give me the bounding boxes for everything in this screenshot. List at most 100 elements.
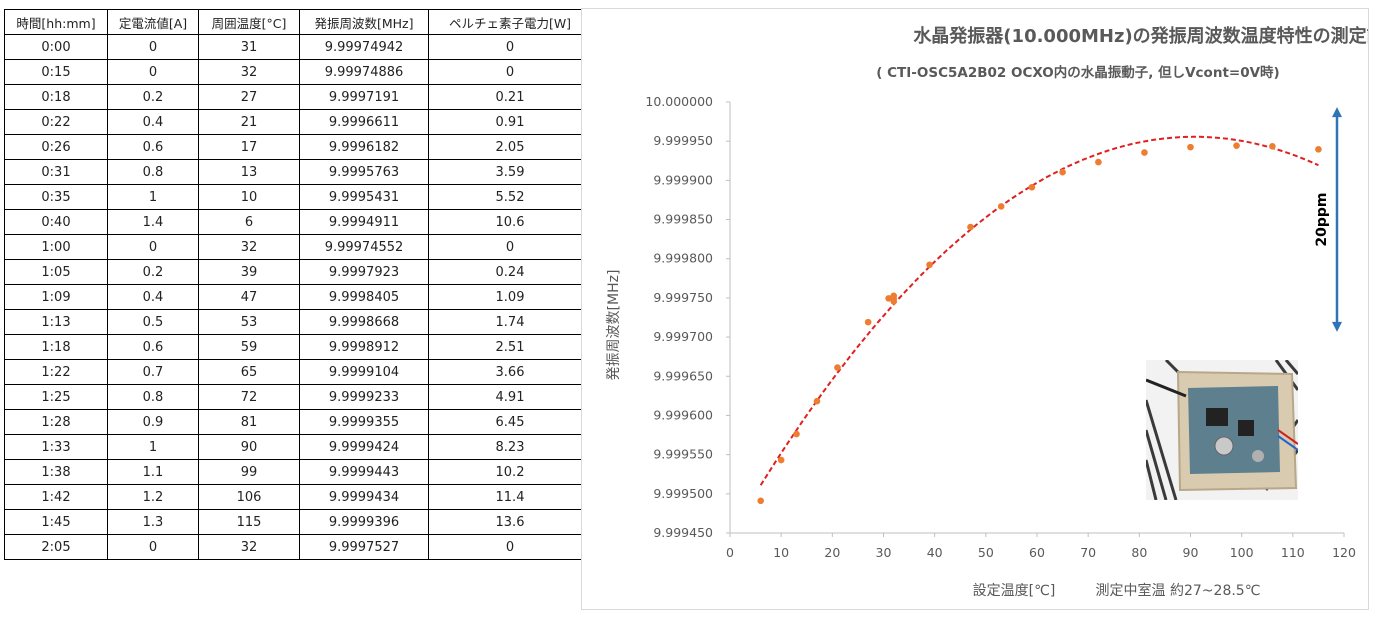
table-cell: 9.9998912 <box>299 334 429 360</box>
table-cell: 0:26 <box>4 134 108 160</box>
table-cell: 65 <box>198 359 300 385</box>
table-row: 1:22 0.7 65 9.9999104 3.66 <box>4 359 592 385</box>
y-tick-label: 9.999500 <box>653 486 713 501</box>
y-tick-label: 9.999450 <box>653 525 713 540</box>
column-header: 時間[hh:mm] <box>4 9 108 35</box>
table-cell: 4.91 <box>428 384 592 410</box>
table-row: 1:45 1.3 115 9.9999396 13.6 <box>4 509 592 535</box>
data-point <box>1233 142 1240 149</box>
table-cell: 9.9999443 <box>299 459 429 485</box>
table-cell: 1:00 <box>4 234 108 260</box>
table-cell: 1:28 <box>4 409 108 435</box>
table-cell: 0:22 <box>4 109 108 135</box>
table-cell: 2:05 <box>4 534 108 560</box>
table-cell: 9.9998405 <box>299 284 429 310</box>
table-cell: 1:42 <box>4 484 108 510</box>
table-cell: 81 <box>198 409 300 435</box>
table-cell: 9.9995763 <box>299 159 429 185</box>
table-body: 0:00 0 31 9.99974942 0 0:15 0 32 9.99974886 0 0:18… <box>4 34 592 560</box>
chart-panel: 水晶発振器(10.000MHz)の発振周波数温度特性の測定試行 ( CTI-OS… <box>581 8 1369 610</box>
data-point <box>926 261 933 269</box>
table-cell: 0 <box>428 234 592 260</box>
x-tick-label: 30 <box>876 545 892 560</box>
table-row: 1:38 1.1 99 9.9999443 10.2 <box>4 459 592 485</box>
table-cell: 2.05 <box>428 134 592 160</box>
ppm-arrow <box>1332 107 1342 332</box>
table-cell: 1.4 <box>107 209 199 235</box>
arrow-head-up <box>1332 107 1342 118</box>
data-point <box>813 397 821 405</box>
table-cell: 9.9996182 <box>299 134 429 160</box>
table-cell: 72 <box>198 384 300 410</box>
data-point <box>997 203 1005 210</box>
table-cell: 13 <box>198 159 300 185</box>
table-cell: 1:38 <box>4 459 108 485</box>
table-cell: 32 <box>198 534 300 560</box>
table-cell: 0.6 <box>107 134 199 160</box>
y-tick-label: 9.999600 <box>653 407 713 422</box>
table-cell: 9.9998668 <box>299 309 429 335</box>
table-cell: 9.9995431 <box>299 184 429 210</box>
table-cell: 0.2 <box>107 259 199 285</box>
x-tick-label: 50 <box>978 545 994 560</box>
table-cell: 0.5 <box>107 309 199 335</box>
data-point <box>793 430 800 438</box>
table-cell: 0 <box>107 534 199 560</box>
table-cell: 21 <box>198 109 300 135</box>
table-cell: 0 <box>428 59 592 85</box>
table-header-row: 時間[hh:mm] 定電流値[A] 周囲温度[°C] 発振周波数[MHz] ペルチェ素子… <box>4 9 592 35</box>
data-point <box>1059 168 1066 176</box>
table-cell: 32 <box>198 234 300 260</box>
table-cell: 1.2 <box>107 484 199 510</box>
table-cell: 0.9 <box>107 409 199 435</box>
data-point <box>1315 146 1322 153</box>
data-point <box>834 364 841 371</box>
chart-subtitle: ( CTI-OSC5A2B02 OCXO内の水晶振動子, 但しVcont=0V時… <box>876 64 1279 81</box>
data-point <box>757 497 764 505</box>
table-cell: 1:22 <box>4 359 108 385</box>
column-header: 周囲温度[°C] <box>198 9 300 35</box>
ppm-label: 20ppm <box>1314 192 1330 246</box>
data-point <box>1028 183 1036 191</box>
table-cell: 9.9999424 <box>299 434 429 460</box>
table-cell: 9.9996611 <box>299 109 429 135</box>
table-row: 1:09 0.4 47 9.9998405 1.09 <box>4 284 592 310</box>
table-row: 0:35 1 10 9.9995431 5.52 <box>4 184 592 210</box>
x-tick-label: 120 <box>1332 545 1356 560</box>
table-cell: 9.9994911 <box>299 209 429 235</box>
table-cell: 2.51 <box>428 334 592 360</box>
table-cell: 0:18 <box>4 84 108 110</box>
ocxo-board-photo <box>1146 360 1298 500</box>
table-cell: 0.91 <box>428 109 592 135</box>
table-cell: 1:05 <box>4 259 108 285</box>
table-cell: 9.9997527 <box>299 534 429 560</box>
chart-title: 水晶発振器(10.000MHz)の発振周波数温度特性の測定試行 <box>913 25 1368 47</box>
x-tick-label: 0 <box>726 545 734 560</box>
table-cell: 1:13 <box>4 309 108 335</box>
table-cell: 0 <box>107 34 199 60</box>
table-row: 0:18 0.2 27 9.9997191 0.21 <box>4 84 592 110</box>
x-tick-label: 90 <box>1183 545 1199 560</box>
trend-line <box>759 135 1319 486</box>
table-cell: 1:33 <box>4 434 108 460</box>
data-point <box>890 298 898 305</box>
table-cell: 0:31 <box>4 159 108 185</box>
table-row: 1:18 0.6 59 9.9998912 2.51 <box>4 334 592 360</box>
table-cell: 47 <box>198 284 300 310</box>
table-cell: 5.52 <box>428 184 592 210</box>
table-cell: 9.9999355 <box>299 409 429 435</box>
data-point <box>1141 149 1148 156</box>
table-cell: 0 <box>107 59 199 85</box>
table-cell: 9.9999104 <box>299 359 429 385</box>
table-cell: 0:35 <box>4 184 108 210</box>
table-cell: 1:18 <box>4 334 108 360</box>
y-tick-label: 9.999850 <box>653 212 713 227</box>
column-header: 定電流値[A] <box>107 9 199 35</box>
y-axis-label: 発振周波数[MHz] <box>606 270 622 381</box>
x-tick-label: 80 <box>1131 545 1147 560</box>
table-cell: 8.23 <box>428 434 592 460</box>
chart-axes: 0 10 20 30 40 50 60 70 80 90 100 110 120 9.999450 9.99… <box>645 94 1356 560</box>
table-cell: 3.66 <box>428 359 592 385</box>
y-tick-label: 9.999700 <box>653 329 713 344</box>
data-points <box>757 142 1322 505</box>
